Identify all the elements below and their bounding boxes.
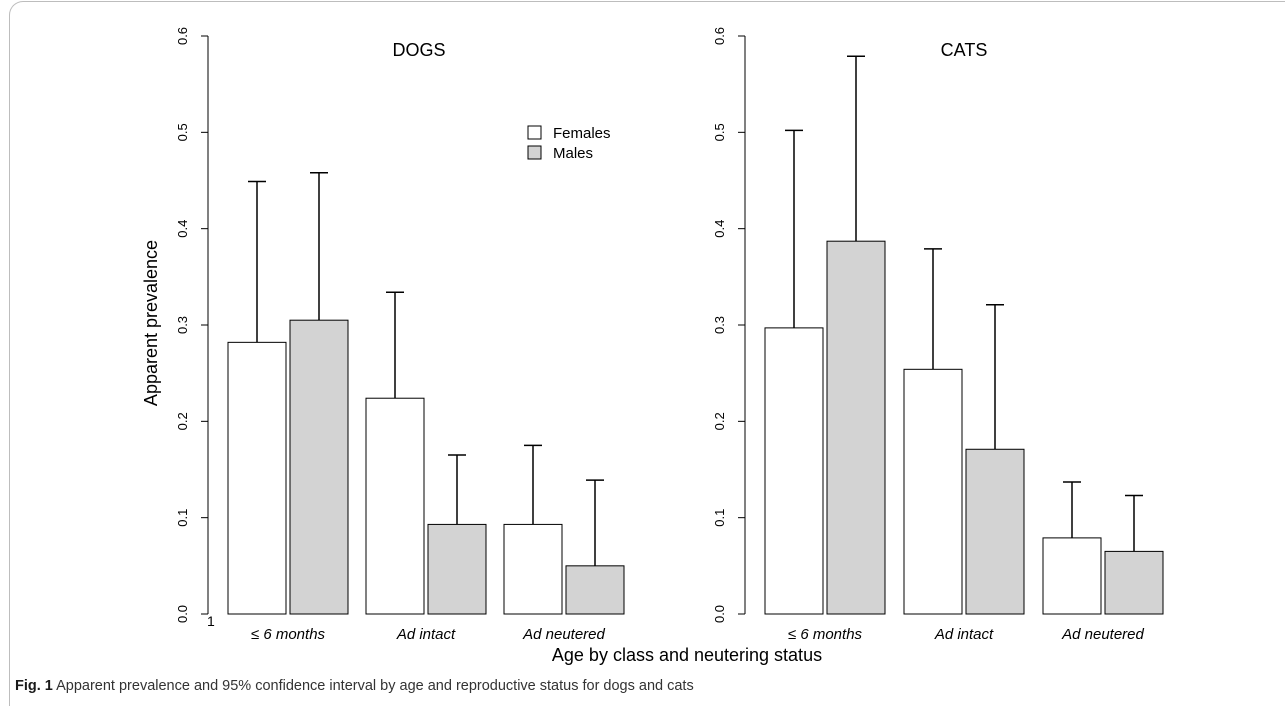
- cats-y-tick-label: 0.0: [712, 605, 727, 623]
- dogs-y-tick-label: 0.0: [175, 605, 190, 623]
- dogs-bar-females: [227, 341, 287, 615]
- cats-bar-females: [903, 368, 963, 615]
- cats-y-axis: 0.0 0.1 0.2 0.3 0.4 0.5 0.6: [712, 27, 746, 623]
- dogs-y-tick-label: 0.3: [175, 316, 190, 334]
- cats-panel: CATS 0.0 0.1 0.2 0.3 0.4 0.5 0.6 ≤ 6 months Ad …: [712, 27, 1164, 643]
- dogs-title: DOGS: [392, 40, 445, 60]
- y-axis-title: Apparent prevalence: [141, 240, 161, 406]
- cats-bars: [764, 55, 1164, 615]
- dogs-y-tick-label: 0.1: [175, 509, 190, 527]
- cats-bar-females: [764, 327, 824, 615]
- dogs-x-tick-label: ≤ 6 months: [251, 626, 326, 643]
- cats-bar-females: [1042, 537, 1102, 615]
- legend: Females Males: [527, 125, 611, 162]
- figure-caption: Fig. 1 Apparent prevalence and 95% confi…: [15, 678, 694, 694]
- dogs-bar-males: [427, 523, 487, 615]
- dogs-y-tick-label: 0.5: [175, 123, 190, 141]
- x-axis-title: Age by class and neutering status: [552, 645, 822, 665]
- dogs-bar-males: [565, 565, 625, 615]
- dogs-bar-females: [365, 397, 425, 615]
- cats-title: CATS: [941, 40, 988, 60]
- dogs-x-tick-label: Ad intact: [396, 626, 456, 643]
- stray-label: 1: [207, 613, 215, 629]
- caption-text: Apparent prevalence and 95% confidence i…: [56, 678, 694, 694]
- dogs-y-tick-label: 0.4: [175, 220, 190, 238]
- figure-frame: [9, 1, 1285, 706]
- cats-y-tick-label: 0.2: [712, 412, 727, 430]
- cats-bar-males: [1104, 550, 1164, 615]
- dogs-bars: [227, 172, 625, 615]
- figure-svg: DOGS 0.0 0.1 0.2 0.3 0.4 0.5 0.6 ≤ 6 months Ad …: [141, 27, 1164, 665]
- dogs-y-tick-label: 0.2: [175, 412, 190, 430]
- legend-swatch-males: [527, 145, 542, 160]
- legend-label-males: Males: [553, 145, 593, 162]
- legend-label-females: Females: [553, 125, 611, 142]
- dogs-x-tick-label: Ad neutered: [522, 626, 605, 643]
- dogs-x-tick-labels: ≤ 6 months Ad intact Ad neutered: [251, 626, 606, 643]
- cats-bar-males: [965, 448, 1025, 615]
- dogs-y-tick-label: 0.6: [175, 27, 190, 45]
- cats-x-tick-label: Ad intact: [934, 626, 994, 643]
- cats-x-tick-labels: ≤ 6 months Ad intact Ad neutered: [788, 626, 1145, 643]
- cats-y-tick-label: 0.6: [712, 27, 727, 45]
- dogs-panel: DOGS 0.0 0.1 0.2 0.3 0.4 0.5 0.6 ≤ 6 months Ad …: [175, 27, 625, 643]
- cats-y-tick-label: 0.3: [712, 316, 727, 334]
- cats-x-tick-label: Ad neutered: [1061, 626, 1144, 643]
- dogs-y-axis: 0.0 0.1 0.2 0.3 0.4 0.5 0.6: [175, 27, 209, 623]
- cats-x-tick-label: ≤ 6 months: [788, 626, 863, 643]
- legend-swatch-females: [527, 125, 542, 140]
- dogs-bar-females: [503, 523, 563, 615]
- cats-y-tick-label: 0.1: [712, 509, 727, 527]
- dogs-bar-males: [289, 319, 349, 615]
- cats-y-tick-label: 0.5: [712, 123, 727, 141]
- caption-label: Fig. 1: [15, 678, 53, 694]
- cats-y-tick-label: 0.4: [712, 220, 727, 238]
- cats-bar-males: [826, 240, 886, 615]
